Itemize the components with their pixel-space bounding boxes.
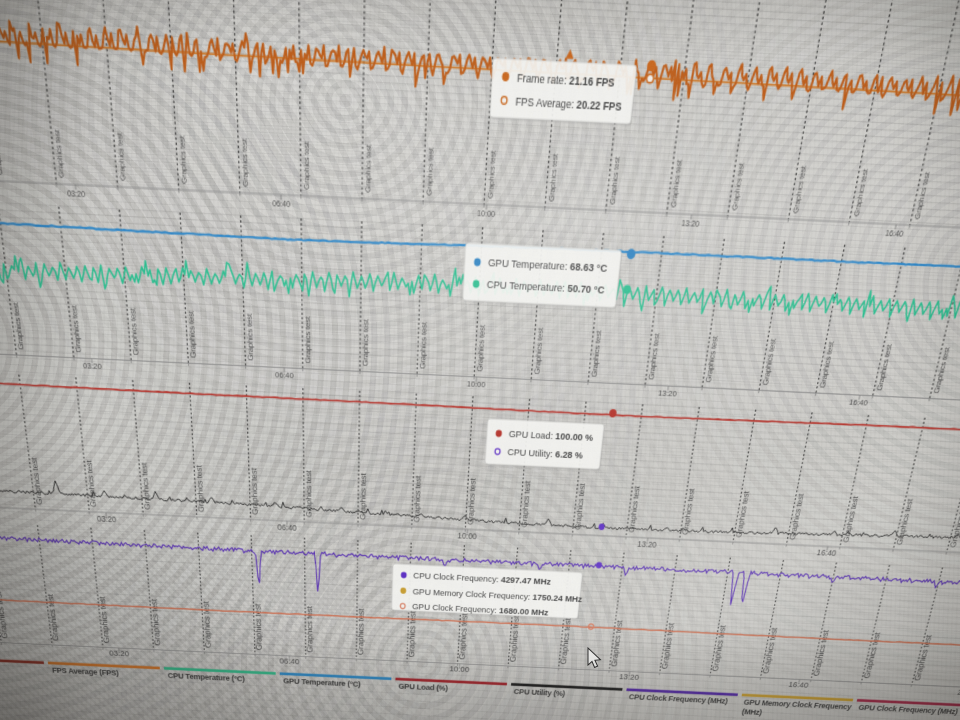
svg-text:GPU Load (%): GPU Load (%) [398, 682, 448, 693]
svg-text:10:00: 10:00 [466, 380, 485, 390]
svg-text:Graphics test: Graphics test [842, 496, 860, 543]
svg-text:Graphics test: Graphics test [250, 468, 260, 515]
svg-text:Graphics test: Graphics test [97, 596, 111, 644]
svg-text:Graphics test: Graphics test [608, 156, 621, 205]
svg-text:Graphics test: Graphics test [419, 322, 429, 370]
svg-text:Graphics test: Graphics test [520, 481, 532, 528]
svg-text:Graphics test: Graphics test [457, 613, 469, 660]
svg-text:06:40: 06:40 [275, 371, 294, 381]
svg-text:10:00: 10:00 [457, 532, 477, 542]
svg-text:Graphics test: Graphics test [547, 153, 559, 202]
svg-text:Graphics test: Graphics test [895, 499, 915, 546]
svg-text:03:20: 03:20 [109, 648, 130, 658]
svg-text:13:20: 13:20 [619, 672, 640, 682]
svg-text:FPS Average (FPS): FPS Average (FPS) [52, 666, 120, 678]
svg-text:Graphics test: Graphics test [362, 319, 371, 367]
svg-text:Graphics test: Graphics test [949, 501, 960, 547]
svg-text:16:40: 16:40 [816, 549, 837, 559]
svg-text:Graphics test: Graphics test [305, 470, 314, 517]
svg-text:Graphics test: Graphics test [0, 126, 4, 175]
svg-text:Graphics test: Graphics test [149, 598, 162, 646]
svg-text:GPU Temperature (°C): GPU Temperature (°C) [283, 677, 361, 690]
svg-text:Graphics test: Graphics test [628, 486, 642, 533]
svg-text:06:40: 06:40 [277, 523, 296, 533]
svg-text:06:40: 06:40 [279, 656, 299, 666]
svg-text:16:40: 16:40 [788, 680, 810, 690]
svg-text:Graphics test: Graphics test [246, 313, 256, 361]
svg-text:Graphics test: Graphics test [302, 141, 310, 190]
svg-text:Graphics test: Graphics test [425, 147, 435, 196]
svg-text:Graphics test: Graphics test [407, 610, 418, 657]
svg-text:Graphics test: Graphics test [467, 478, 478, 525]
svg-text:03:20: 03:20 [97, 515, 117, 525]
svg-text:Graphics test: Graphics test [195, 465, 206, 512]
svg-text:03:20: 03:20 [83, 362, 103, 372]
svg-text:10:00: 10:00 [477, 209, 495, 219]
svg-text:06:40: 06:40 [272, 199, 290, 209]
svg-text:Graphics test: Graphics test [476, 324, 487, 372]
svg-text:Graphics test: Graphics test [253, 603, 264, 651]
svg-text:16:40: 16:40 [884, 229, 904, 239]
svg-text:Graphics test: Graphics test [669, 159, 683, 208]
svg-text:CPU Utility (%): CPU Utility (%) [513, 687, 565, 698]
svg-text:Graphics test: Graphics test [486, 150, 497, 199]
svg-text:Graphics test: Graphics test [508, 615, 521, 662]
svg-text:Graphics test: Graphics test [559, 617, 573, 664]
svg-text:Graphics test: Graphics test [178, 135, 189, 184]
svg-text:Graphics test: Graphics test [53, 129, 66, 178]
svg-text:13:20: 13:20 [657, 389, 677, 399]
svg-text:Graphics test: Graphics test [201, 601, 213, 649]
svg-text:10:00: 10:00 [449, 664, 469, 674]
svg-text:Graphics test: Graphics test [304, 316, 313, 364]
svg-text:Graphics test: Graphics test [187, 310, 198, 358]
svg-text:Graphics test: Graphics test [129, 308, 141, 356]
svg-text:Graphics test: Graphics test [356, 608, 366, 656]
svg-text:CPU Temperature (°C): CPU Temperature (°C) [167, 671, 245, 684]
svg-text:(MHz): (MHz) [741, 707, 763, 717]
svg-text:Graphics test: Graphics test [574, 483, 587, 530]
svg-text:Graphics test: Graphics test [305, 605, 315, 653]
svg-text:Graphics test: Graphics test [0, 591, 10, 639]
svg-text:03:20: 03:20 [67, 189, 86, 199]
svg-text:13:20: 13:20 [681, 219, 700, 229]
svg-text:20:00: 20:00 [956, 688, 960, 698]
svg-text:Graphics test: Graphics test [364, 144, 373, 193]
svg-text:Graphics test: Graphics test [240, 138, 249, 187]
svg-text:13:20: 13:20 [637, 540, 657, 550]
svg-text:Graphics test: Graphics test [735, 491, 751, 538]
svg-text:Graphics test: Graphics test [115, 132, 127, 181]
svg-text:16:40: 16:40 [848, 398, 869, 408]
svg-text:Graphics test: Graphics test [45, 593, 60, 641]
